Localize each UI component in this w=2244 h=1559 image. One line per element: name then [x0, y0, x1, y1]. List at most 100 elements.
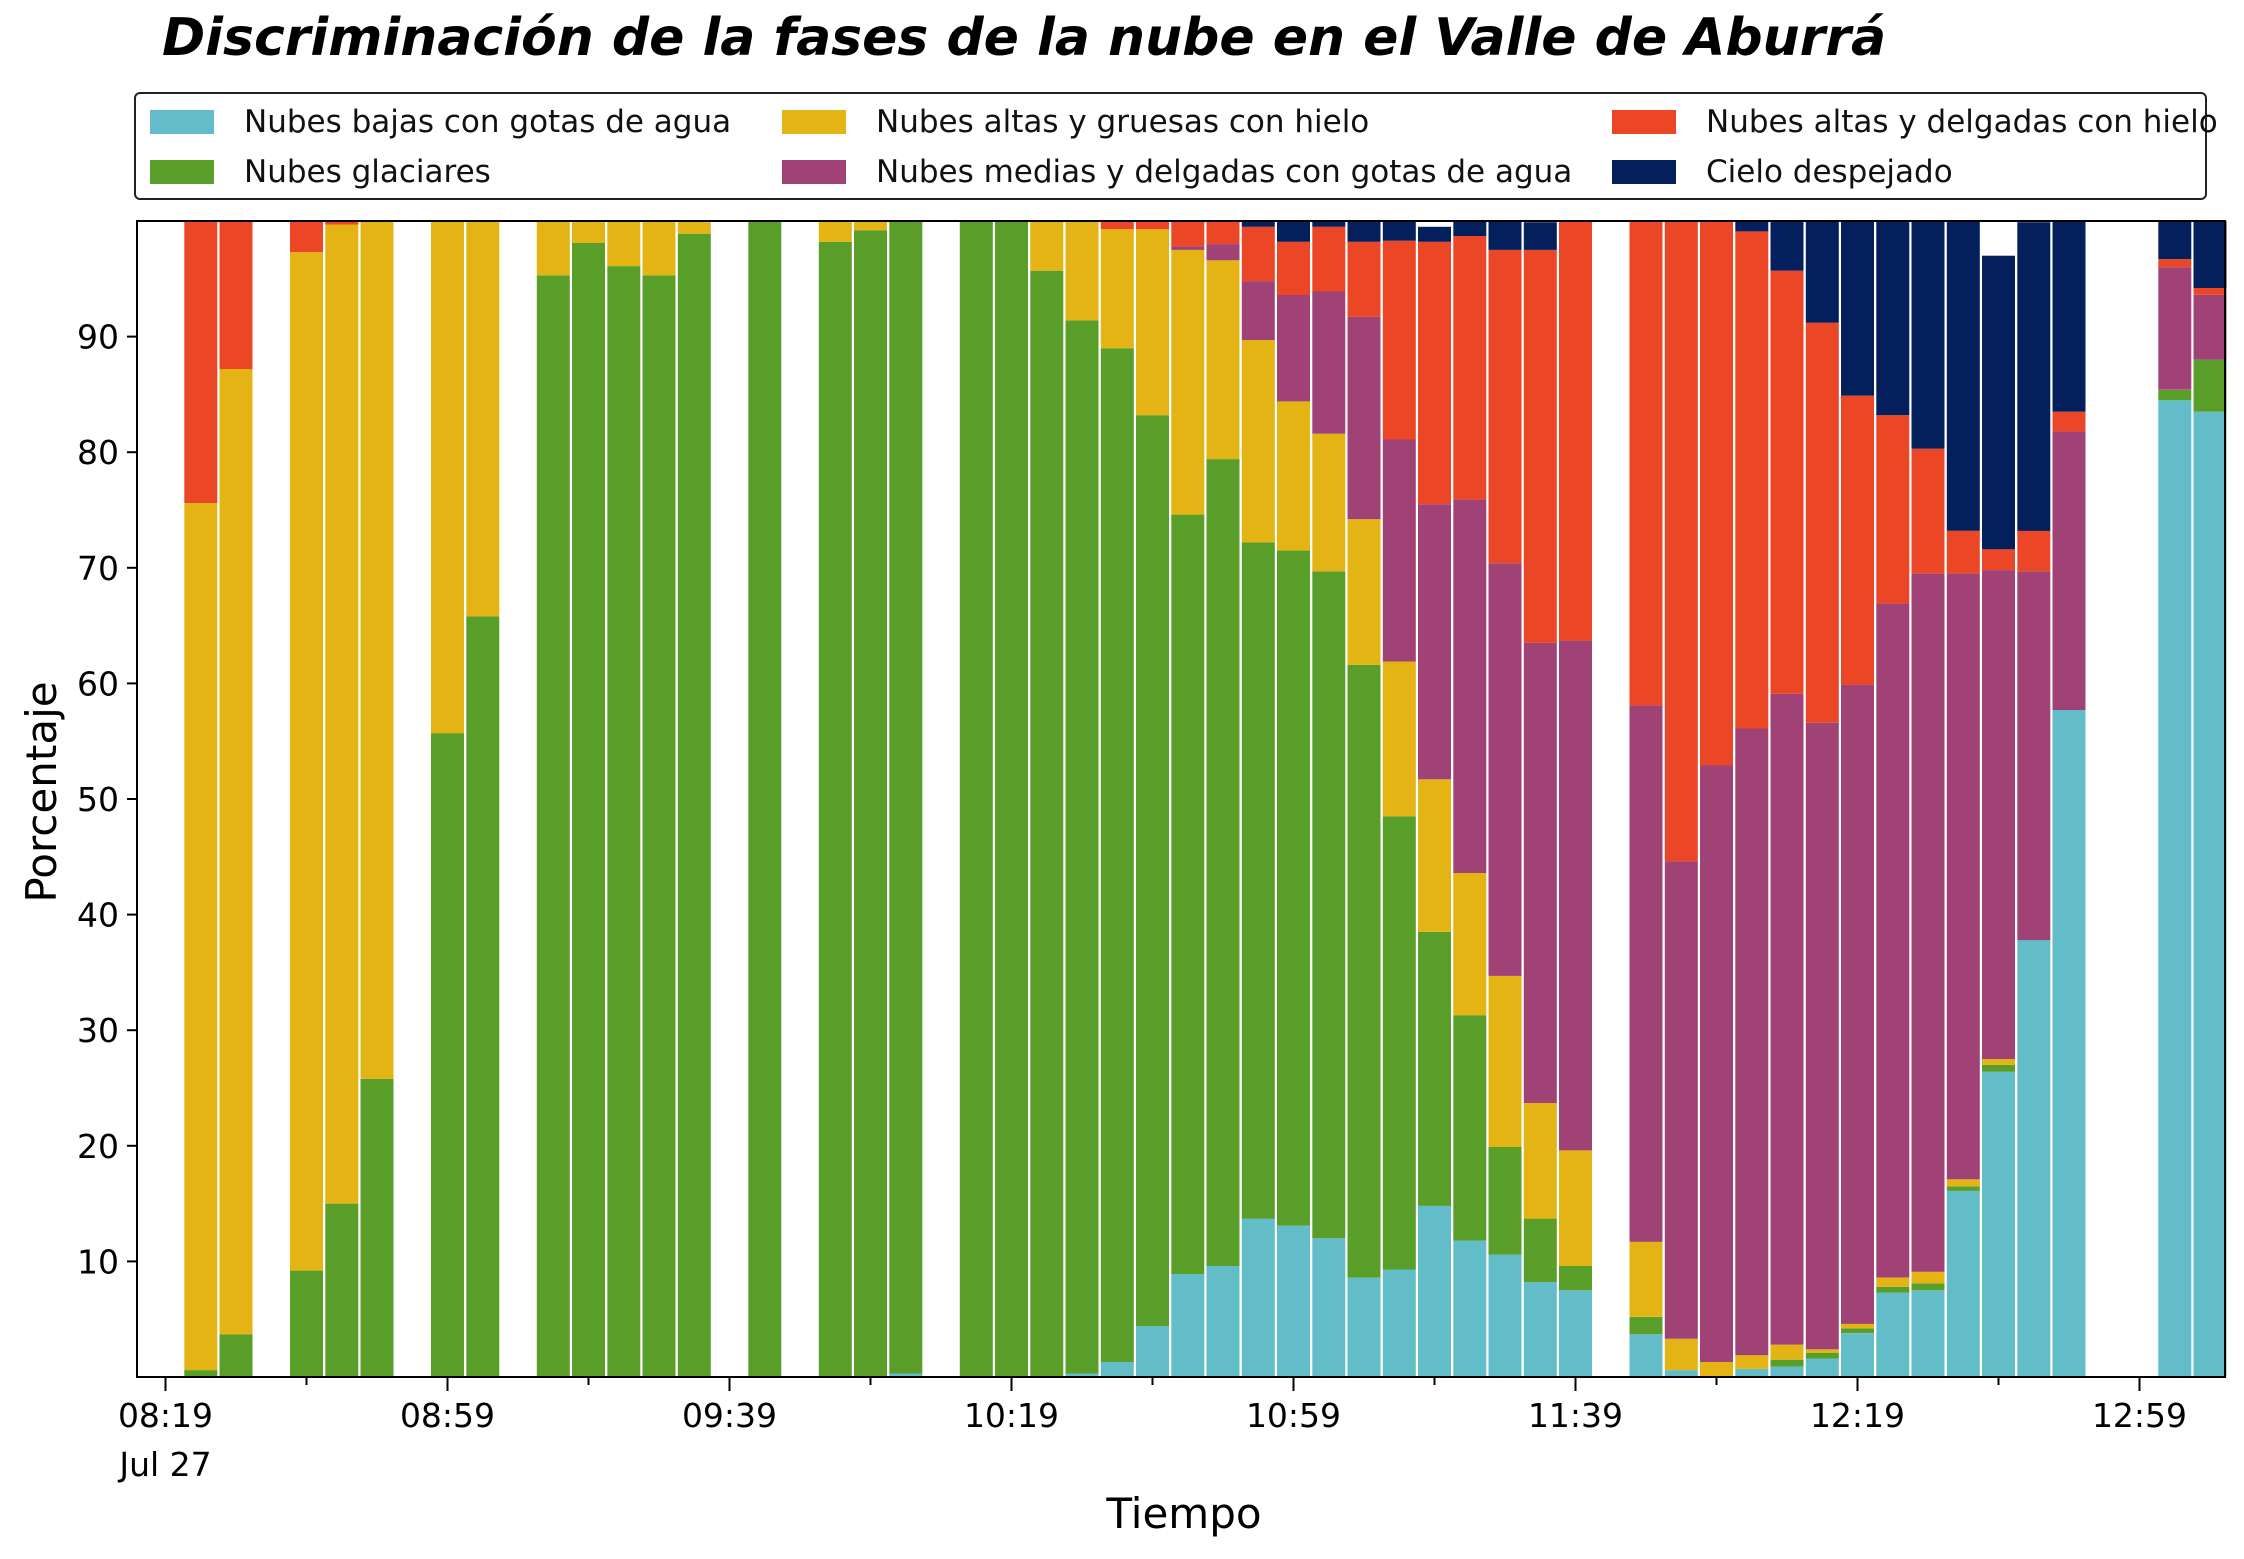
bar-segment: [1911, 573, 1945, 1272]
bar-segment: [2158, 267, 2192, 390]
x-tick-label: 10:59: [1246, 1396, 1341, 1435]
bar-segment: [1982, 1059, 2015, 1065]
bar-segment: [1735, 221, 1769, 232]
bar-segment: [1735, 1368, 1769, 1377]
x-tick-date-label: Jul 27: [117, 1445, 211, 1484]
legend-swatch: [782, 110, 846, 134]
bar-segment: [1735, 728, 1769, 1356]
bar-segment: [1136, 221, 1169, 230]
x-tick-label: 11:39: [1528, 1396, 1623, 1435]
bar-segment: [184, 1370, 218, 1377]
bar-segment: [1382, 816, 1416, 1270]
bar-segment: [572, 221, 605, 243]
legend-label: Nubes altas y gruesas con hielo: [876, 104, 1370, 140]
bar-segment: [1206, 221, 1240, 245]
bar-segment: [1946, 221, 1980, 531]
y-tick-label: 60: [77, 664, 119, 703]
bar-segment: [2017, 571, 2051, 941]
bar-segment: [1770, 270, 1804, 694]
bar-segment: [1347, 221, 1381, 242]
bar-segment: [2052, 221, 2086, 412]
legend-swatch: [150, 160, 214, 184]
bar-segment: [466, 221, 500, 617]
bar-segment: [1241, 281, 1275, 341]
bar-segment: [219, 1334, 253, 1377]
bar-segment: [1664, 861, 1698, 1339]
bar-segment: [1065, 221, 1099, 321]
bar-segment: [1206, 459, 1240, 1267]
bar-segment: [1382, 1269, 1416, 1377]
bar-segment: [1277, 401, 1310, 551]
bar-segment: [1453, 499, 1487, 873]
bar-segment: [1770, 693, 1804, 1345]
legend-item: Nubes altas y delgadas con hielo: [1612, 102, 2218, 142]
bar-segment: [1136, 1326, 1169, 1377]
bar-segment: [1277, 221, 1310, 242]
bar-segment: [184, 503, 218, 1371]
bar-segment: [1171, 246, 1205, 250]
bar-segment: [1453, 1015, 1487, 1241]
bar-segment: [1876, 1277, 1910, 1287]
legend-item: Nubes bajas con gotas de agua: [150, 102, 731, 142]
bar-segment: [677, 233, 711, 1378]
bar-segment: [325, 224, 359, 1204]
bar-segment: [1171, 249, 1205, 515]
bar-segment: [2158, 221, 2192, 260]
bar-segment: [1488, 221, 1522, 250]
bar-segment: [1911, 1290, 1945, 1377]
bar-segment: [1347, 519, 1381, 665]
bar-segment: [1982, 255, 2015, 550]
y-axis-title: Porcentaje: [17, 681, 66, 902]
bar-segment: [607, 266, 641, 1378]
legend-item: Cielo despejado: [1612, 152, 1953, 192]
bar-segment: [1559, 221, 1592, 641]
y-tick-label: 50: [77, 780, 119, 819]
legend-label: Nubes glaciares: [244, 154, 491, 190]
y-tick-label: 40: [77, 896, 119, 935]
bar-segment: [1488, 1254, 1522, 1377]
x-tick-label: 12:59: [2092, 1396, 2187, 1435]
legend-label: Cielo despejado: [1706, 154, 1953, 190]
bar-segment: [2158, 400, 2192, 1377]
bar-segment: [1700, 221, 1733, 766]
bar-segment: [2193, 295, 2227, 360]
bar-segment: [1418, 779, 1451, 932]
bar-segment: [1312, 1238, 1346, 1377]
bar-segment: [1946, 1179, 1980, 1187]
bar-segment: [1347, 316, 1381, 520]
bar-segment: [1488, 563, 1522, 976]
legend-label: Nubes altas y delgadas con hielo: [1706, 104, 2218, 140]
bar-segment: [1453, 221, 1487, 236]
bar-segment: [1065, 320, 1099, 1374]
bar-segment: [431, 733, 464, 1377]
bar-segment: [1382, 240, 1416, 440]
bar-segment: [1841, 1328, 1874, 1333]
bar-segment: [1488, 249, 1522, 564]
bar-segment: [677, 221, 711, 234]
bar-segment: [536, 221, 570, 276]
bar-segment: [607, 221, 641, 267]
bar-segment: [2158, 389, 2192, 401]
bar-segment: [1629, 1241, 1663, 1317]
bar-segment: [1312, 291, 1346, 434]
bar-segment: [1136, 229, 1169, 416]
bar-segment: [360, 221, 394, 1079]
bar-segment: [1241, 226, 1275, 282]
bar-segment: [1911, 1271, 1945, 1284]
x-tick-label: 10:19: [964, 1396, 1059, 1435]
bar-segment: [1805, 1349, 1839, 1353]
y-tick-label: 20: [77, 1127, 119, 1166]
bar-segment: [1735, 231, 1769, 729]
bar-segment: [1841, 1333, 1874, 1377]
bar-segment: [1805, 322, 1839, 723]
bar-segment: [2017, 530, 2051, 572]
bar-segment: [1559, 640, 1592, 1151]
bar-segment: [1911, 448, 1945, 574]
x-tick-label: 09:39: [682, 1396, 777, 1435]
legend-swatch: [1612, 110, 1676, 134]
bar-segment: [1841, 684, 1874, 1324]
bar-segment: [2017, 940, 2051, 1377]
bar-segment: [1418, 1205, 1451, 1377]
bar-segment: [1841, 395, 1874, 685]
